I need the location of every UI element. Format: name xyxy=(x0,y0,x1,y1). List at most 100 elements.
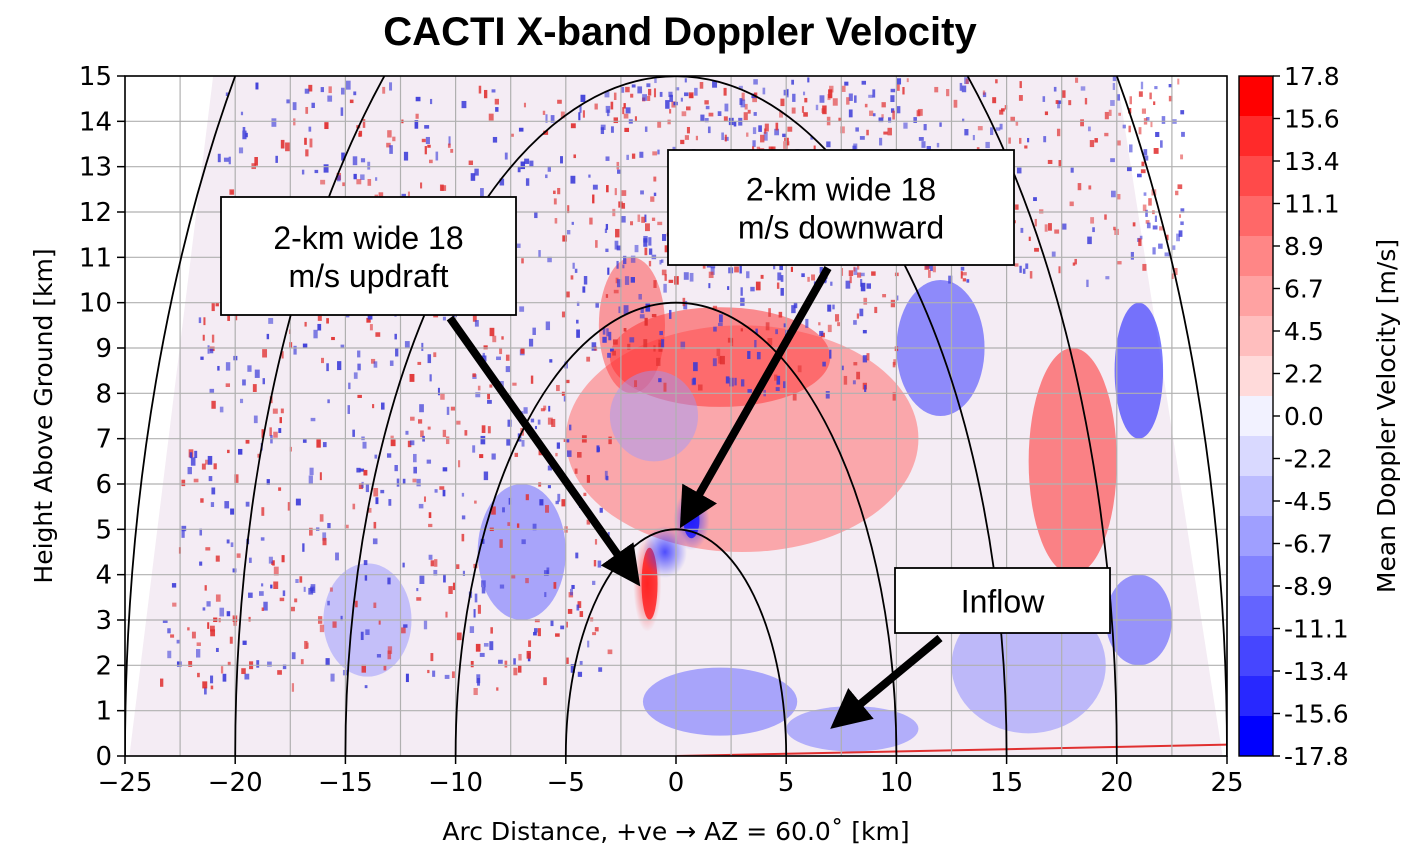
velocity-speckle xyxy=(1051,251,1056,257)
velocity-speckle xyxy=(273,431,278,438)
velocity-speckle xyxy=(323,164,329,173)
velocity-speckle xyxy=(348,382,351,390)
velocity-speckle xyxy=(853,320,857,325)
x-tick-label: 15 xyxy=(990,768,1023,798)
velocity-speckle xyxy=(458,460,461,468)
velocity-speckle xyxy=(489,327,495,337)
velocity-speckle xyxy=(364,685,368,689)
velocity-speckle xyxy=(357,350,361,358)
velocity-speckle xyxy=(545,505,550,513)
velocity-speckle xyxy=(281,351,284,359)
velocity-speckle xyxy=(555,452,558,457)
velocity-speckle xyxy=(556,442,560,449)
velocity-speckle xyxy=(239,398,244,404)
velocity-speckle xyxy=(829,85,834,93)
velocity-speckle xyxy=(491,89,496,93)
velocity-speckle xyxy=(855,127,859,132)
velocity-speckle xyxy=(936,142,940,148)
velocity-speckle xyxy=(888,117,892,123)
velocity-speckle xyxy=(779,263,783,271)
velocity-speckle xyxy=(645,303,651,312)
velocity-speckle xyxy=(707,126,711,134)
velocity-speckle xyxy=(304,321,307,327)
velocity-speckle xyxy=(718,322,723,327)
velocity-speckle xyxy=(162,619,168,623)
velocity-speckle xyxy=(325,658,330,666)
velocity-speckle xyxy=(1020,227,1024,233)
velocity-speckle xyxy=(435,151,439,161)
velocity-speckle xyxy=(534,619,540,623)
velocity-speckle xyxy=(232,568,237,573)
velocity-speckle xyxy=(387,650,392,660)
velocity-speckle xyxy=(776,375,781,385)
velocity-speckle xyxy=(489,641,494,651)
velocity-speckle xyxy=(517,243,521,248)
velocity-speckle xyxy=(279,417,282,424)
velocity-speckle xyxy=(872,113,876,117)
velocity-speckle xyxy=(280,139,285,149)
velocity-speckle xyxy=(488,113,494,121)
velocity-speckle xyxy=(1056,128,1061,137)
velocity-speckle xyxy=(607,649,613,655)
velocity-speckle xyxy=(613,92,617,101)
velocity-speckle xyxy=(758,125,762,132)
velocity-speckle xyxy=(272,408,278,414)
velocity-speckle xyxy=(220,666,224,674)
velocity-speckle xyxy=(616,279,622,288)
annotation-text: Inflow xyxy=(961,584,1045,620)
velocity-speckle xyxy=(859,308,864,317)
velocity-speckle xyxy=(791,305,796,314)
velocity-speckle xyxy=(570,175,576,184)
velocity-speckle xyxy=(1105,276,1110,280)
velocity-speckle xyxy=(1069,201,1074,207)
velocity-speckle xyxy=(199,561,203,566)
velocity-speckle xyxy=(607,352,611,358)
velocity-speckle xyxy=(437,387,440,396)
velocity-speckle xyxy=(480,188,484,197)
velocity-speckle xyxy=(606,185,609,193)
velocity-speckle xyxy=(205,459,209,465)
velocity-speckle xyxy=(838,117,842,122)
velocity-speckle xyxy=(217,365,220,371)
velocity-speckle xyxy=(890,88,896,93)
velocity-speckle xyxy=(834,314,840,322)
velocity-speckle xyxy=(560,156,563,164)
velocity-speckle xyxy=(594,627,599,632)
velocity-speckle xyxy=(740,297,745,306)
velocity-speckle xyxy=(236,553,241,558)
velocity-speckle xyxy=(561,311,566,318)
velocity-speckle xyxy=(200,356,204,360)
colorbar-tick-label: -4.5 xyxy=(1284,487,1333,516)
velocity-speckle xyxy=(686,106,691,111)
velocity-speckle xyxy=(492,136,498,143)
velocity-region xyxy=(1028,348,1117,575)
velocity-speckle xyxy=(352,429,355,437)
velocity-speckle xyxy=(160,678,164,687)
velocity-speckle xyxy=(1143,149,1148,156)
velocity-speckle xyxy=(1058,266,1061,274)
velocity-speckle xyxy=(430,653,434,662)
velocity-speckle xyxy=(557,99,562,104)
velocity-speckle xyxy=(629,337,635,343)
velocity-speckle xyxy=(576,604,580,611)
y-tick-label: 4 xyxy=(95,561,112,591)
velocity-speckle xyxy=(864,384,867,392)
velocity-speckle xyxy=(634,244,639,253)
velocity-speckle xyxy=(586,356,591,362)
velocity-speckle xyxy=(238,147,244,154)
velocity-speckle xyxy=(712,358,717,367)
velocity-speckle xyxy=(210,685,214,690)
velocity-speckle xyxy=(496,356,502,361)
velocity-speckle xyxy=(505,366,510,373)
velocity-speckle xyxy=(648,260,652,267)
velocity-speckle xyxy=(483,89,488,99)
velocity-speckle xyxy=(574,268,578,273)
velocity-speckle xyxy=(599,507,603,513)
velocity-speckle xyxy=(375,177,378,181)
velocity-speckle xyxy=(1080,86,1086,91)
velocity-speckle xyxy=(421,138,426,143)
velocity-speckle xyxy=(523,407,528,414)
velocity-speckle xyxy=(292,102,297,111)
velocity-speckle xyxy=(225,362,231,371)
